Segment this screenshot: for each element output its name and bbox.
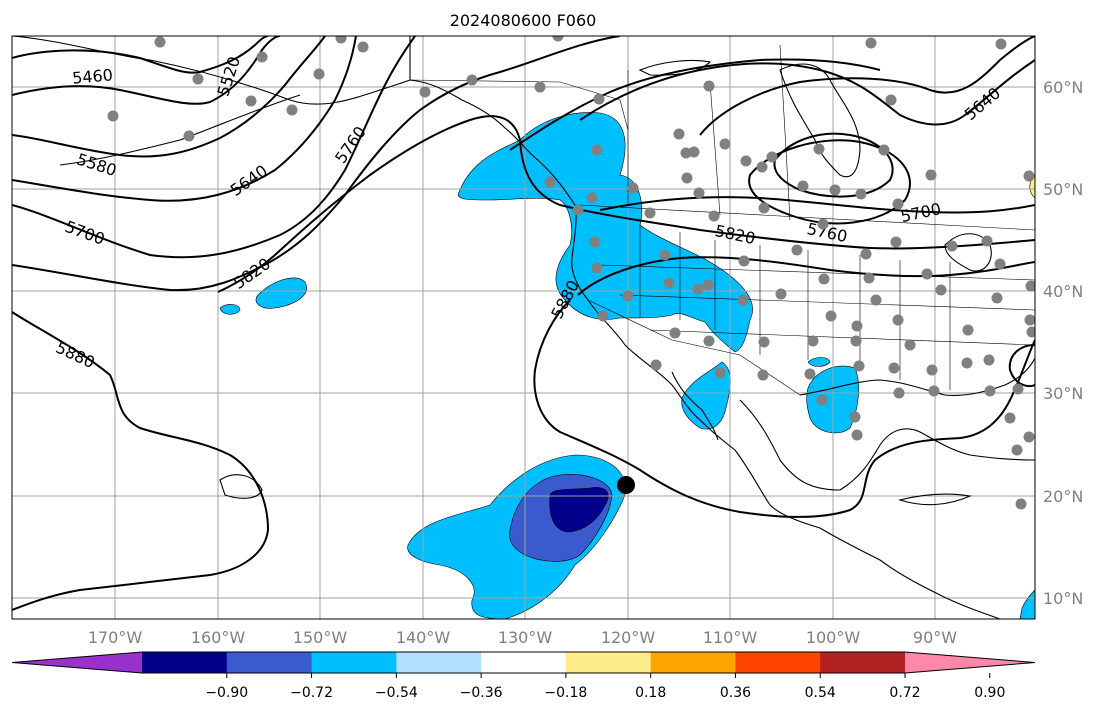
colorbar-box bbox=[481, 652, 567, 673]
colorbar-box bbox=[650, 652, 736, 673]
anomaly-region-subtropical-core bbox=[549, 487, 609, 533]
lat-label-40n: 40°N bbox=[1043, 282, 1083, 301]
colorbar-tick-label: 0.18 bbox=[635, 685, 666, 701]
contour-5700 bbox=[12, 36, 416, 259]
longitude-labels: 170°W 160°W 150°W 140°W 130°W 120°W 110°… bbox=[88, 628, 957, 647]
latitude-labels: 60°N 50°N 40°N 30°N 20°N 10°N bbox=[1043, 78, 1083, 608]
anomaly-region-east-edge bbox=[1019, 589, 1035, 619]
colorbar: −0.90 −0.72 −0.54 −0.36 −0.18 0.18 0.36 0.54 0.7… bbox=[11, 651, 1036, 701]
colorbar-tick-label: −0.72 bbox=[290, 685, 333, 701]
highlight-point-marker bbox=[617, 476, 635, 494]
colorbar-tick-label: 0.72 bbox=[889, 685, 920, 701]
lat-label-30n: 30°N bbox=[1043, 384, 1083, 403]
contour-5760-east bbox=[509, 58, 881, 151]
contour-5640-east bbox=[699, 36, 1035, 136]
colorbar-tick-label: −0.18 bbox=[544, 685, 587, 701]
colorbar-extend-low bbox=[12, 652, 142, 673]
anomaly-region-texas-small bbox=[807, 357, 831, 367]
anomaly-region-pacific-small bbox=[255, 277, 307, 309]
colorbar-tick-label: 0.54 bbox=[805, 685, 836, 701]
station-markers bbox=[107, 36, 1035, 510]
lon-label-90w: 90°W bbox=[913, 628, 957, 647]
contour-5880-east bbox=[533, 299, 1035, 518]
colorbar-extend-high bbox=[905, 652, 1035, 673]
contour-5460 bbox=[12, 36, 269, 74]
colorbar-box bbox=[142, 652, 228, 673]
map-title: 2024080600 F060 bbox=[450, 11, 597, 30]
lon-label-110w: 110°W bbox=[703, 628, 758, 647]
colorbar-boxes bbox=[11, 651, 1036, 674]
contour-5820-east bbox=[599, 196, 1035, 214]
lat-label-60n: 60°N bbox=[1043, 78, 1083, 97]
colorbar-box bbox=[735, 652, 821, 673]
contour-5880-inner bbox=[577, 256, 1035, 296]
lat-label-20n: 20°N bbox=[1043, 487, 1083, 506]
lon-label-120w: 120°W bbox=[601, 628, 656, 647]
colorbar-tick-label: −0.90 bbox=[205, 685, 248, 701]
lon-label-170w: 170°W bbox=[88, 628, 143, 647]
contour-ring-east bbox=[1008, 344, 1035, 388]
lon-label-130w: 130°W bbox=[498, 628, 553, 647]
anomaly-region-pacific-dot bbox=[219, 304, 241, 315]
colorbar-tick-label: −0.36 bbox=[460, 685, 503, 701]
colorbar-box bbox=[396, 652, 482, 673]
colorbar-box bbox=[565, 652, 652, 673]
colorbar-ticks: −0.90 −0.72 −0.54 −0.36 −0.18 0.18 0.36 0.54 0.7… bbox=[205, 673, 1005, 701]
height-contours bbox=[12, 36, 1035, 611]
colorbar-tick-label: −0.54 bbox=[375, 685, 418, 701]
contour-5880 bbox=[12, 311, 270, 611]
colorbar-box bbox=[311, 652, 397, 673]
contour-5700-loop bbox=[773, 132, 894, 198]
contour-5700-east bbox=[579, 59, 1035, 126]
colorbar-box bbox=[226, 652, 313, 673]
graticule bbox=[12, 36, 1035, 619]
anomaly-region-baja bbox=[681, 361, 731, 430]
contour-label-5460: 5460 bbox=[71, 65, 113, 87]
contour-5820 bbox=[217, 115, 1035, 293]
colorbar-outline bbox=[11, 651, 1036, 674]
anomaly-region-pacific-northwest bbox=[457, 112, 753, 353]
lon-label-100w: 100°W bbox=[806, 628, 861, 647]
colorbar-box bbox=[820, 652, 906, 673]
contour-5640 bbox=[12, 36, 357, 202]
contour-5760-loop bbox=[748, 139, 911, 225]
contour-5580 bbox=[12, 36, 326, 158]
political-boundaries bbox=[409, 44, 1035, 396]
contour-5520 bbox=[12, 36, 281, 105]
lon-label-140w: 140°W bbox=[396, 628, 451, 647]
colorbar-tick-label: 0.90 bbox=[974, 685, 1005, 701]
lon-label-160w: 160°W bbox=[191, 628, 246, 647]
lat-label-10n: 10°N bbox=[1043, 589, 1083, 608]
lat-label-50n: 50°N bbox=[1043, 180, 1083, 199]
lon-label-150w: 150°W bbox=[293, 628, 348, 647]
map-frame bbox=[11, 35, 1036, 620]
colorbar-tick-label: 0.36 bbox=[720, 685, 751, 701]
